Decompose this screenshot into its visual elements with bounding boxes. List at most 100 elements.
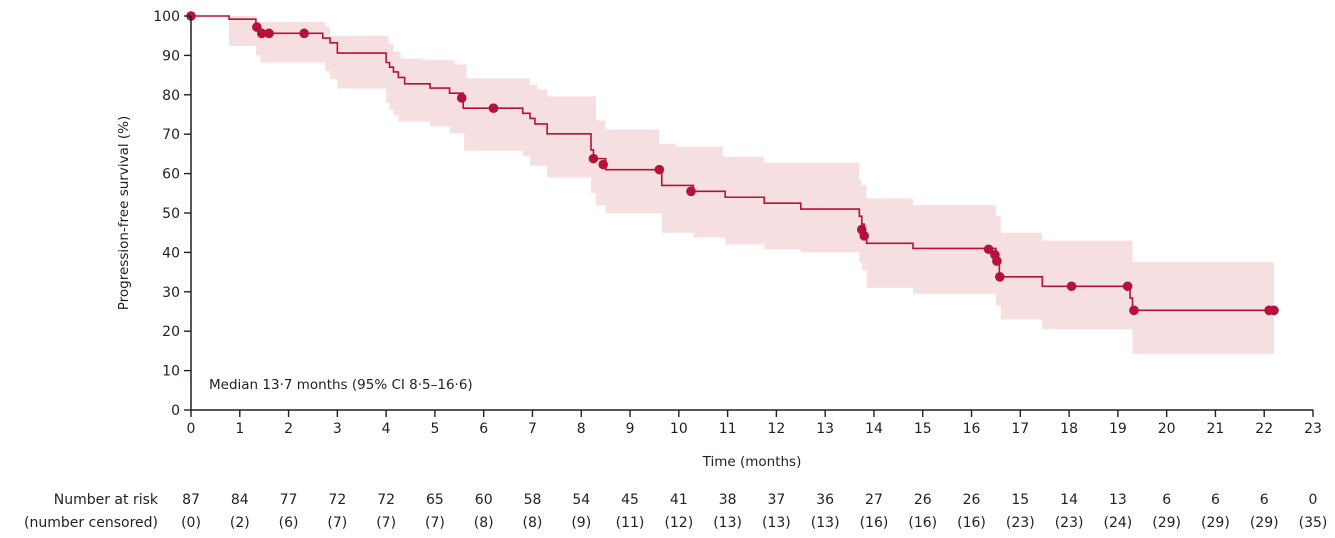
x-tick-label: 23: [1304, 421, 1322, 437]
censored-value: (7): [327, 515, 347, 531]
x-tick-label: 11: [719, 421, 737, 437]
y-tick-label: 0: [171, 403, 180, 419]
at-risk-value: 38: [719, 492, 737, 508]
censor-marker: [488, 103, 499, 113]
y-tick-label: 60: [162, 167, 180, 183]
at-risk-value: 6: [1260, 492, 1269, 508]
at-risk-value: 54: [572, 492, 590, 508]
censored-value: (7): [425, 515, 445, 531]
censor-marker: [1129, 305, 1139, 316]
x-tick-label: 9: [626, 421, 635, 437]
at-risk-value: 13: [1109, 492, 1127, 508]
risk-row-label-censored: (number censored): [24, 515, 158, 531]
censor-marker: [456, 93, 467, 103]
x-tick-label: 13: [816, 421, 834, 437]
censored-value: (0): [181, 515, 201, 531]
y-ticks: 0 10 20 30 40 50 60 70 80 90 100: [153, 9, 191, 419]
at-risk-value: 27: [865, 492, 883, 508]
censored-value: (8): [523, 515, 543, 531]
censor-marker: [264, 28, 274, 39]
censor-marker: [1122, 281, 1133, 292]
censor-marker: [992, 256, 1002, 266]
confidence-band-layer: [191, 16, 1274, 355]
x-tick-label: 1: [235, 421, 244, 437]
at-risk-value: 14: [1060, 492, 1078, 508]
x-tick-label: 5: [430, 421, 439, 437]
at-risk-value: 36: [816, 492, 834, 508]
survival-curve: [191, 15, 1274, 312]
censor-marker: [1066, 281, 1077, 292]
x-tick-label: 7: [528, 421, 537, 437]
x-tick-label: 6: [479, 421, 488, 437]
censor-marker: [598, 159, 609, 170]
censor-marker: [654, 164, 665, 175]
censor-marker: [686, 186, 696, 197]
at-risk-value: 6: [1211, 492, 1220, 508]
censored-value: (35): [1299, 515, 1328, 531]
y-tick-label: 10: [162, 364, 180, 380]
x-tick-label: 18: [1060, 421, 1078, 437]
y-tick-label: 80: [162, 88, 180, 104]
y-tick-label: 70: [162, 127, 180, 143]
censor-marker: [1269, 305, 1279, 316]
at-risk-value: 58: [524, 492, 542, 508]
x-axis-title: Time (months): [702, 454, 802, 470]
x-tick-label: 2: [284, 421, 293, 437]
censored-value: (29): [1201, 515, 1230, 531]
y-tick-label: 30: [162, 285, 180, 301]
censored-value: (6): [279, 515, 299, 531]
at-risk-value: 77: [280, 492, 298, 508]
x-tick-label: 16: [963, 421, 981, 437]
censor-marker: [983, 244, 994, 255]
x-tick-label: 21: [1207, 421, 1225, 437]
x-tick-label: 14: [865, 421, 883, 437]
censor-marker: [995, 272, 1005, 282]
x-tick-label: 17: [1011, 421, 1029, 437]
censored-value: (13): [811, 515, 840, 531]
censored-value: (11): [616, 515, 645, 531]
at-risk-value: 41: [670, 492, 688, 508]
x-tick-label: 12: [767, 421, 785, 437]
censored-value: (7): [376, 515, 396, 531]
at-risk-value: 15: [1011, 492, 1029, 508]
censored-value: (29): [1152, 515, 1181, 531]
censored-value: (2): [230, 515, 250, 531]
y-tick-label: 40: [162, 245, 180, 261]
censored-value: (23): [1055, 515, 1084, 531]
at-risk-value: 84: [231, 492, 249, 508]
censored-value: (16): [908, 515, 937, 531]
censor-marker-layer: [186, 11, 1279, 316]
x-tick-label: 15: [914, 421, 932, 437]
at-risk-value: 37: [767, 492, 785, 508]
censored-value: (16): [860, 515, 889, 531]
x-tick-label: 20: [1158, 421, 1176, 437]
x-tick-label: 0: [187, 421, 196, 437]
confidence-band: [191, 16, 1274, 355]
x-tick-label: 4: [382, 421, 391, 437]
x-tick-label: 8: [577, 421, 586, 437]
censor-marker: [588, 153, 599, 164]
risk-row-label-at-risk: Number at risk: [54, 492, 159, 508]
x-ticks: 0 1 2 3 4 5 6 7 8 9 10 11 12 13 14 15 16 17 18 19 20 21 22 23: [187, 410, 1322, 437]
x-tick-label: 19: [1109, 421, 1127, 437]
censored-value: (16): [957, 515, 986, 531]
at-risk-value: 26: [963, 492, 981, 508]
at-risk-value: 0: [1309, 492, 1318, 508]
y-tick-label: 20: [162, 324, 180, 340]
at-risk-value: 45: [621, 492, 639, 508]
x-tick-label: 3: [333, 421, 342, 437]
censored-value: (24): [1103, 515, 1132, 531]
y-axis-title: Progression-free survival (%): [116, 116, 132, 311]
censored-value: (23): [1006, 515, 1035, 531]
survival-curve-layer: [191, 15, 1274, 312]
censor-marker: [299, 28, 309, 39]
censored-value: (12): [664, 515, 693, 531]
median-annotation: Median 13·7 months (95% CI 8·5–16·6): [209, 377, 473, 393]
x-tick-label: 10: [670, 421, 688, 437]
censored-value: (29): [1250, 515, 1279, 531]
at-risk-value: 87: [182, 492, 200, 508]
y-tick-label: 90: [162, 48, 180, 64]
at-risk-value: 60: [475, 492, 493, 508]
at-risk-value: 72: [328, 492, 346, 508]
